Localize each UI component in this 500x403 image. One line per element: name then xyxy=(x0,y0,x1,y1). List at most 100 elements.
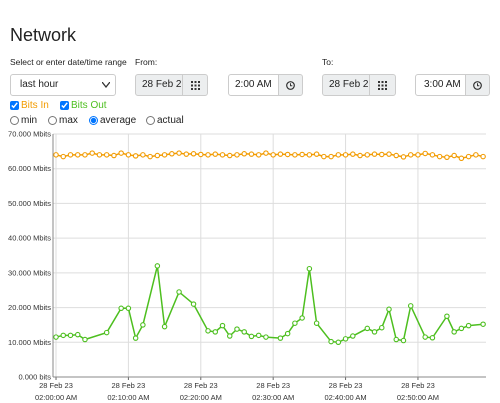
data-point xyxy=(292,320,298,326)
data-point xyxy=(125,152,132,158)
data-point xyxy=(335,152,342,158)
checkbox[interactable] xyxy=(60,101,69,110)
preset-select[interactable]: last hour xyxy=(10,74,116,96)
data-point xyxy=(393,336,399,343)
data-point xyxy=(299,315,305,321)
to-date-value: 28 Feb 2 xyxy=(329,79,369,90)
radio[interactable] xyxy=(48,116,57,125)
data-point xyxy=(284,151,291,158)
data-point xyxy=(313,320,320,326)
data-point xyxy=(248,333,255,340)
data-point xyxy=(400,337,407,344)
chart: 0.000 bits 10.000 Mbits 20.000 Mbits 30.000… xyxy=(8,130,486,402)
data-point xyxy=(132,335,139,341)
data-point xyxy=(103,152,110,158)
x-tick-label: 28 Feb 23 xyxy=(401,381,435,390)
data-point xyxy=(226,333,233,339)
data-point xyxy=(176,150,182,156)
data-point xyxy=(241,151,247,157)
data-point xyxy=(284,330,291,337)
data-point xyxy=(429,152,436,158)
radio-label: max xyxy=(59,115,78,126)
data-point xyxy=(60,332,67,339)
data-point xyxy=(436,153,443,160)
series-line xyxy=(55,265,484,344)
radio-option[interactable]: average xyxy=(89,115,136,126)
data-point xyxy=(226,152,233,159)
data-point xyxy=(379,324,385,331)
radio-option[interactable]: actual xyxy=(146,115,184,126)
data-point xyxy=(67,152,74,158)
data-point xyxy=(407,152,414,158)
data-point xyxy=(451,152,457,159)
data-point xyxy=(190,301,197,307)
from-date[interactable]: 28 Feb 2 xyxy=(135,74,183,96)
from-time[interactable]: 2:00 AM xyxy=(228,74,279,96)
data-point xyxy=(176,289,182,295)
data-point xyxy=(82,152,88,158)
to-calendar-button[interactable] xyxy=(369,74,396,96)
data-point xyxy=(393,152,399,159)
y-tick-label: 50.000 Mbits xyxy=(8,199,51,208)
checkbox-option[interactable]: Bits Out xyxy=(60,100,107,111)
radio-option[interactable]: min xyxy=(10,115,37,126)
data-point xyxy=(407,303,414,309)
to-time[interactable]: 3:00 AM xyxy=(415,74,466,96)
checkbox-label: Bits In xyxy=(21,100,49,111)
data-point xyxy=(379,151,385,158)
checkbox[interactable] xyxy=(10,101,19,110)
data-point xyxy=(212,151,219,157)
x-tick-label: 28 Feb 23 xyxy=(112,381,146,390)
data-point xyxy=(255,152,262,158)
to-date[interactable]: 28 Feb 2 xyxy=(322,74,370,96)
data-point xyxy=(321,153,327,160)
radio[interactable] xyxy=(146,116,155,125)
data-point xyxy=(357,152,363,159)
data-point xyxy=(118,305,124,312)
data-point xyxy=(74,331,81,338)
data-point xyxy=(169,151,175,157)
data-point xyxy=(118,150,124,156)
data-point xyxy=(234,326,240,332)
from-calendar-button[interactable] xyxy=(182,74,208,96)
data-point xyxy=(161,152,168,158)
data-point xyxy=(458,325,465,332)
data-point xyxy=(248,151,255,157)
data-point xyxy=(53,334,59,340)
data-point xyxy=(241,329,247,335)
data-point xyxy=(386,151,392,157)
from-date-value: 28 Feb 2 xyxy=(142,79,182,90)
radio[interactable] xyxy=(89,116,98,125)
radio-option[interactable]: max xyxy=(48,115,78,126)
data-point xyxy=(263,334,269,340)
clock-icon xyxy=(286,80,295,90)
to-clock-button[interactable] xyxy=(465,74,490,96)
data-point xyxy=(350,333,356,339)
radio[interactable] xyxy=(10,116,19,125)
data-point xyxy=(444,154,450,161)
data-point xyxy=(277,151,284,157)
data-point xyxy=(270,152,276,158)
data-point xyxy=(364,325,371,332)
data-point xyxy=(444,313,450,320)
data-point xyxy=(205,328,211,334)
data-point xyxy=(96,152,103,158)
data-point xyxy=(458,155,465,162)
checkbox-option[interactable]: Bits In xyxy=(10,100,49,111)
data-point xyxy=(371,151,378,157)
data-point xyxy=(342,152,349,158)
x-tick-label: 28 Feb 23 xyxy=(329,381,363,390)
radio-label: average xyxy=(100,115,137,126)
select-arrow xyxy=(102,82,110,88)
from-clock-button[interactable] xyxy=(278,74,303,96)
data-point xyxy=(292,152,298,158)
to-time-value: 3:00 AM xyxy=(424,79,461,90)
data-point xyxy=(429,335,436,341)
data-point xyxy=(67,332,74,339)
data-point xyxy=(190,151,197,157)
x-tick-label: 28 Feb 23 xyxy=(256,381,290,390)
data-point xyxy=(103,329,110,336)
radio-label: min xyxy=(21,115,38,126)
y-tick-label: 0.000 bits xyxy=(18,373,51,382)
data-point xyxy=(132,153,139,159)
